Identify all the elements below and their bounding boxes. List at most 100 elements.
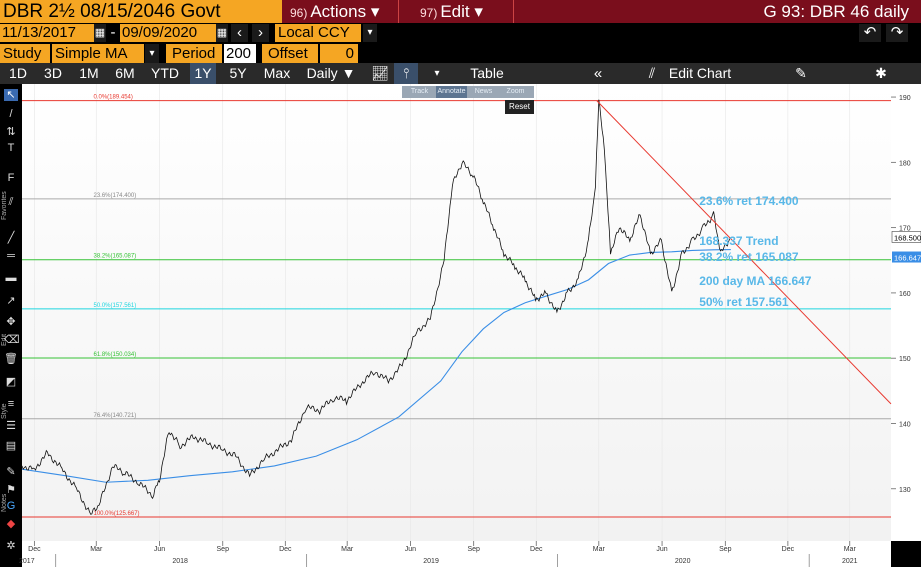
chart-toolbar [0,63,921,84]
settings-icon[interactable]: ✲ [6,540,16,552]
range-button-ytd[interactable]: YTD [151,65,179,81]
hline-icon[interactable]: ═ [7,250,15,262]
frequency-select[interactable]: Daily ▼ [306,65,356,81]
date-separator: - [110,24,116,41]
y-axis [891,84,921,541]
trend-line [596,100,892,405]
chevron-down-icon[interactable]: ▾ [145,44,159,63]
x-axis [22,541,891,567]
y-tick-label: 150 [899,356,911,363]
divider [513,0,514,23]
calendar-icon[interactable]: ▦ [216,24,228,42]
pencil-icon[interactable]: ✎ [795,65,807,81]
fib-level-label: 100.0%(125.667) [94,511,140,517]
next-arrow-icon[interactable]: › [252,24,269,42]
x-tick-label: Mar [90,546,103,553]
x-tick-label: Dec [782,546,795,553]
range-button-1m[interactable]: 1M [79,65,99,81]
calendar-icon[interactable]: ▦ [94,24,106,42]
fill-icon[interactable]: ▤ [5,440,17,452]
redo-icon[interactable]: ↷ [886,24,908,42]
period-label: Period [166,44,222,63]
offset-label: Offset [262,44,318,63]
chart-annotation: 200 day MA 166.647 [699,274,812,288]
chevron-down-icon[interactable]: ▾ [434,68,440,79]
reset-button[interactable]: Reset [505,100,534,114]
clear-icon[interactable]: ⌫ [4,334,20,346]
left-tool-strip [0,84,22,567]
x-tick-label: Sep [467,546,480,553]
y-tick-label: 140 [899,421,911,428]
edit-chart-button[interactable]: Edit Chart [668,65,732,81]
range-button-1d[interactable]: 1D [9,65,27,81]
g-icon[interactable]: G [6,500,16,512]
line-chart-icon[interactable]: 📈︎ [371,65,389,81]
range-button-5y[interactable]: 5Y [229,65,247,81]
actions-menu[interactable]: 96) Actions ▾ [290,0,379,23]
fib-level-label: 38.2%(165.087) [94,254,137,260]
edit-number: 97) [420,6,438,20]
line-weight-icon[interactable]: ☰ [6,420,16,432]
edit-chart-icon[interactable]: ⫽ [648,65,656,81]
palette-icon[interactable]: ◆ [6,518,16,530]
line-style-icon[interactable]: ≡ [7,398,15,410]
x-tick-label: Dec [279,546,292,553]
chevron-down-icon[interactable]: ▾ [363,24,377,42]
end-date-field[interactable]: 09/09/2020 [120,24,216,42]
collapse-icon[interactable]: « [593,65,603,82]
channel-icon[interactable]: ⫽ [8,196,14,208]
period-input[interactable]: 200 [224,44,256,63]
trash-icon[interactable]: 🗑︎ [4,353,18,365]
cursor-icon[interactable]: ↖ [4,89,18,101]
currency-field[interactable]: Local CCY [275,24,361,42]
bar-chart-icon[interactable]: ⫯ [394,63,418,84]
last-price-label: 168.500 [894,233,921,242]
mini-news-button[interactable]: News [474,88,493,95]
x-tick-label: Mar [341,546,354,553]
arrow-icon[interactable]: ↗ [6,295,16,307]
x-tick-label: Jun [154,546,165,553]
last-price-tag [891,231,921,243]
actions-number: 96) [290,6,308,20]
mini-zoom-button[interactable]: Zoom [506,88,525,95]
prev-arrow-icon[interactable]: ‹ [231,24,248,42]
chart-annotation: 38.2% ret 165.087 [699,250,799,264]
gear-icon[interactable]: ✱ [875,65,887,81]
fib-icon[interactable]: F [7,172,15,184]
fib-level-label: 61.8%(150.034) [94,352,137,358]
table-button[interactable]: Table [470,65,504,81]
undo-icon[interactable]: ↶ [859,24,881,42]
fib-level-label: 50.0%(157.561) [94,303,137,309]
tag-icon[interactable]: ⚑ [6,484,16,496]
range-button-6m[interactable]: 6M [115,65,135,81]
edit-menu[interactable]: 97) Edit ▾ [420,0,483,23]
y-tick-label: 130 [899,487,911,494]
offset-input[interactable]: 0 [320,44,358,63]
rect-icon[interactable]: ▬ [5,272,17,284]
fib-level-label: 23.6%(174.400) [94,193,137,199]
draw-line-icon[interactable]: / [9,108,13,120]
x-tick-label: Jun [656,546,667,553]
edit-label: Edit ▾ [440,2,483,21]
trendline-icon[interactable]: ╱ [7,232,15,244]
security-field[interactable]: DBR 2½ 08/15/2046 Govt [0,0,282,23]
mini-annotate-button[interactable]: Annotate [436,86,467,98]
mini-track-button[interactable]: Track [410,88,429,95]
x-year-label: 2017 [19,558,35,565]
text-tool-icon[interactable]: T [7,142,15,154]
x-tick-label: Dec [530,546,543,553]
x-year-label: 2018 [172,558,188,565]
range-button-max[interactable]: Max [263,65,291,81]
range-button-1y[interactable]: 1Y [190,63,216,84]
ruler-icon[interactable]: ⇅ [6,126,16,138]
color-icon[interactable]: ◩ [5,376,17,388]
study-select[interactable]: Simple MA [52,44,144,63]
chart-title: G 93: DBR 46 daily [763,2,909,21]
move-icon[interactable]: ✥ [6,316,16,328]
range-button-3d[interactable]: 3D [44,65,62,81]
moving-average-line [21,248,731,483]
note-icon[interactable]: ✎ [6,466,16,478]
start-date-field[interactable]: 11/13/2017 [0,24,94,42]
y-tick-label: 160 [899,291,911,298]
plot-area[interactable] [22,84,891,541]
